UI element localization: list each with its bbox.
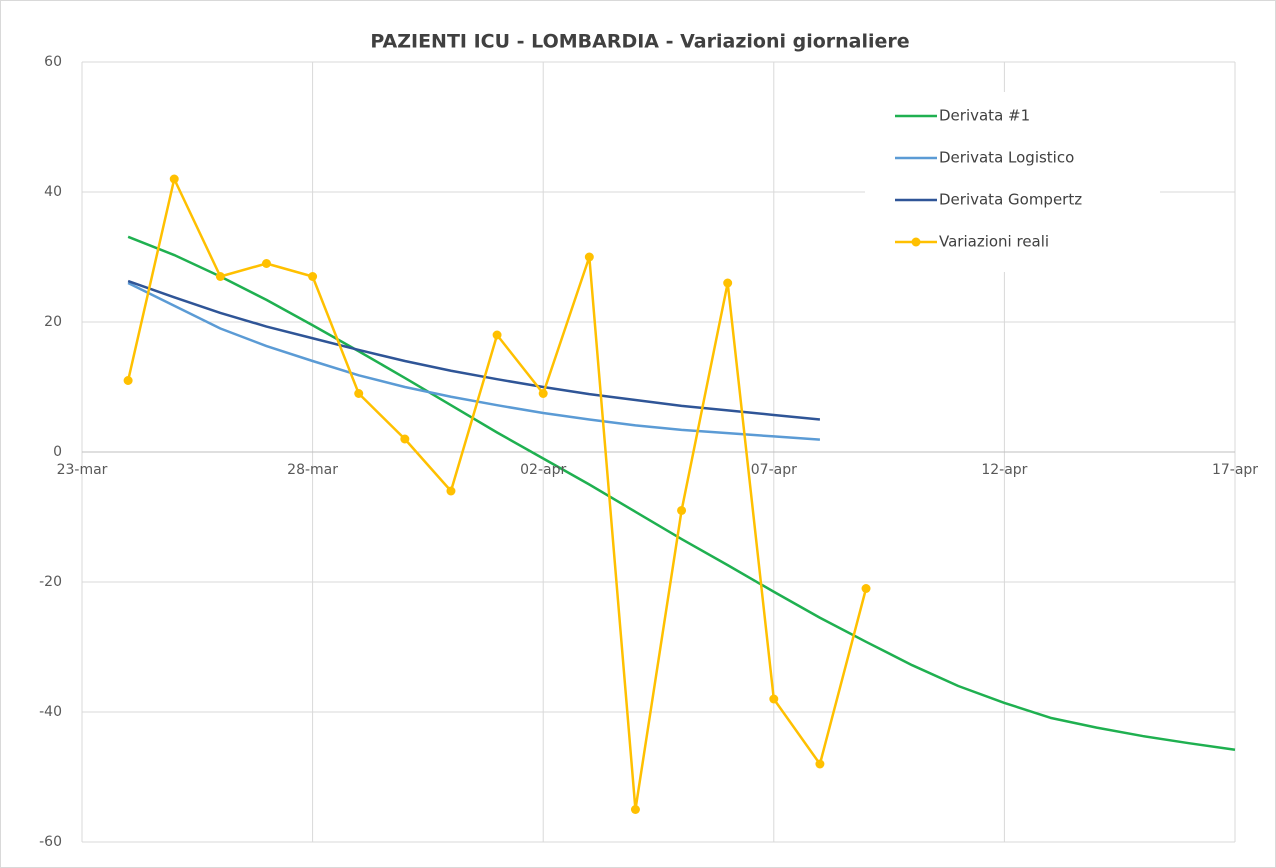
- legend-marker: [911, 237, 921, 247]
- series-marker: [400, 434, 410, 444]
- series-marker: [723, 278, 733, 288]
- y-tick-label: 60: [44, 54, 62, 70]
- x-tick-label: 07-apr: [751, 462, 797, 478]
- legend-label: Derivata Logistico: [939, 149, 1074, 167]
- y-tick-label: 40: [44, 184, 62, 200]
- series-marker: [123, 376, 133, 385]
- y-tick-label: -40: [39, 704, 62, 720]
- series-marker: [769, 694, 779, 704]
- series-marker: [538, 389, 548, 398]
- series-marker: [446, 486, 456, 496]
- y-tick-label: -60: [39, 834, 62, 850]
- series-marker: [354, 389, 364, 398]
- series-line: [127, 281, 821, 441]
- series-marker: [861, 584, 871, 593]
- y-tick-label: 20: [44, 314, 62, 330]
- series-line: [127, 279, 821, 421]
- y-tick-label: 0: [53, 444, 62, 460]
- y-tick-label: -20: [39, 574, 62, 590]
- series-marker: [584, 252, 594, 262]
- series-marker: [261, 259, 271, 268]
- series-marker: [492, 330, 502, 340]
- series-marker: [215, 272, 225, 281]
- plot: [123, 174, 1236, 814]
- chart-title: PAZIENTI ICU - LOMBARDIA - Variazioni gi…: [370, 31, 909, 53]
- x-tick-label: 17-apr: [1212, 462, 1258, 478]
- series-marker: [630, 805, 640, 814]
- series-marker: [169, 174, 179, 184]
- x-tick-label: 23-mar: [57, 462, 108, 478]
- x-tick-label: 12-apr: [981, 462, 1027, 478]
- legend-label: Derivata Gompertz: [939, 191, 1082, 209]
- series-marker: [308, 272, 318, 281]
- series-marker: [815, 759, 825, 769]
- x-tick-label: 28-mar: [287, 462, 338, 478]
- x-tick-label: 02-apr: [520, 462, 566, 478]
- series-line: [127, 235, 1236, 751]
- legend-label: Derivata #1: [939, 107, 1030, 125]
- legend-label: Variazioni reali: [939, 233, 1049, 251]
- series-marker: [677, 506, 687, 515]
